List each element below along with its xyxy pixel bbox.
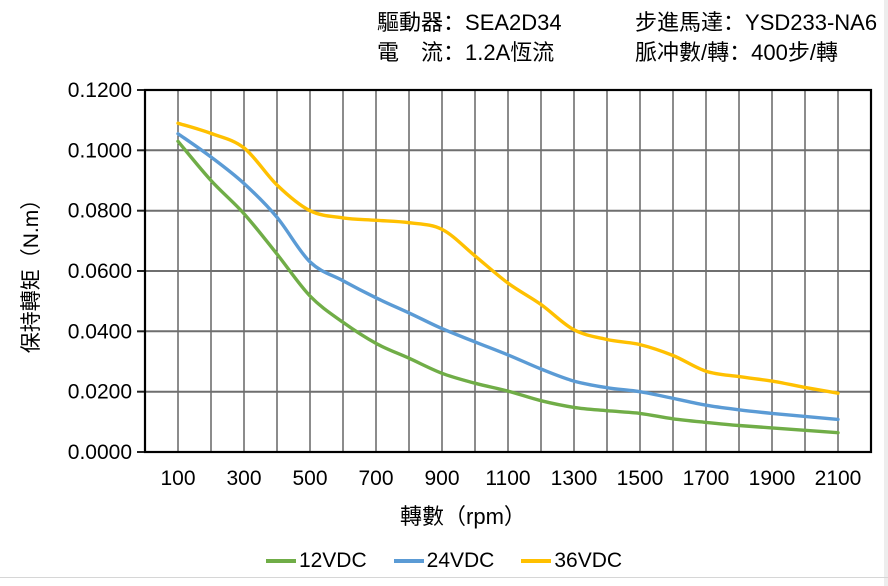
current-row: 電 流： 1.2A恆流: [377, 38, 562, 68]
y-tick-label: 0.0000: [68, 441, 132, 464]
y-tick-label: 0.0200: [68, 381, 132, 404]
driver-label: 驅動器：: [377, 10, 466, 35]
x-tick-label: 2100: [815, 467, 862, 490]
legend-item-12vdc: 12VDC: [265, 549, 367, 573]
x-tick-label: 500: [292, 467, 327, 490]
x-axis-title: 轉數（rpm）: [400, 504, 526, 529]
motor-value: YSD233-NA6: [745, 10, 878, 35]
x-tick-label: 1300: [551, 467, 598, 490]
legend-label-36vdc: 36VDC: [554, 549, 623, 572]
series-line-24VDC: [176, 132, 840, 422]
legend-swatch-24vdc: [393, 559, 424, 563]
y-tick-label: 0.0400: [68, 320, 132, 343]
window-edge-bottom: [0, 577, 888, 578]
x-tick-label: 1100: [485, 467, 530, 490]
pulses-value: 400步/轉: [751, 40, 838, 65]
x-tick-label: 900: [424, 467, 459, 490]
driver-value: SEA2D34: [465, 10, 562, 35]
y-axis-title: 保持轉矩（N.m）: [20, 188, 43, 354]
motor-row: 步進馬達： YSD233-NA6: [635, 8, 877, 38]
chart-info-left: 驅動器： SEA2D34 電 流： 1.2A恆流: [377, 8, 562, 68]
series-line-36VDC: [176, 121, 840, 395]
current-value: 1.2A恆流: [465, 40, 555, 65]
driver-row: 驅動器： SEA2D34: [377, 8, 562, 38]
x-tick-label: 100: [160, 467, 195, 490]
x-tick-label: 1500: [617, 467, 664, 490]
x-tick-label: 700: [358, 467, 393, 490]
x-tick-label: 300: [226, 467, 261, 490]
x-tick-label: 1900: [749, 467, 796, 490]
legend-item-36vdc: 36VDC: [521, 549, 622, 573]
y-tick-label: 0.0600: [68, 260, 132, 283]
plot-border: [143, 88, 873, 454]
legend-label-12vdc: 12VDC: [298, 549, 367, 572]
legend-swatch-12vdc: [265, 559, 296, 563]
legend-item-24vdc: 24VDC: [393, 549, 495, 573]
legend-swatch-36vdc: [521, 559, 552, 563]
pulses-label: 脈冲數/轉：: [635, 40, 752, 65]
y-tick-label: 0.1200: [68, 79, 132, 102]
motor-label: 步進馬達：: [635, 10, 746, 35]
y-tick-label: 0.0800: [68, 200, 132, 223]
series-line-12VDC: [176, 139, 840, 435]
x-tick-label: 1700: [683, 467, 730, 490]
y-tick-label: 0.1000: [68, 139, 132, 162]
chart-info-right: 步進馬達： YSD233-NA6 脈冲數/轉： 400步/轉: [635, 8, 877, 68]
legend: 12VDC 24VDC 36VDC: [0, 546, 888, 576]
torque-curve-plot: 0.0000 0.0200 0.0400 0.0600 0.0800 0.1000 0.12…: [68, 79, 873, 490]
legend-label-24vdc: 24VDC: [426, 549, 495, 572]
window-edge-right: [884, 0, 888, 586]
pulses-row: 脈冲數/轉： 400步/轉: [635, 38, 877, 68]
current-label: 電 流：: [377, 40, 466, 65]
